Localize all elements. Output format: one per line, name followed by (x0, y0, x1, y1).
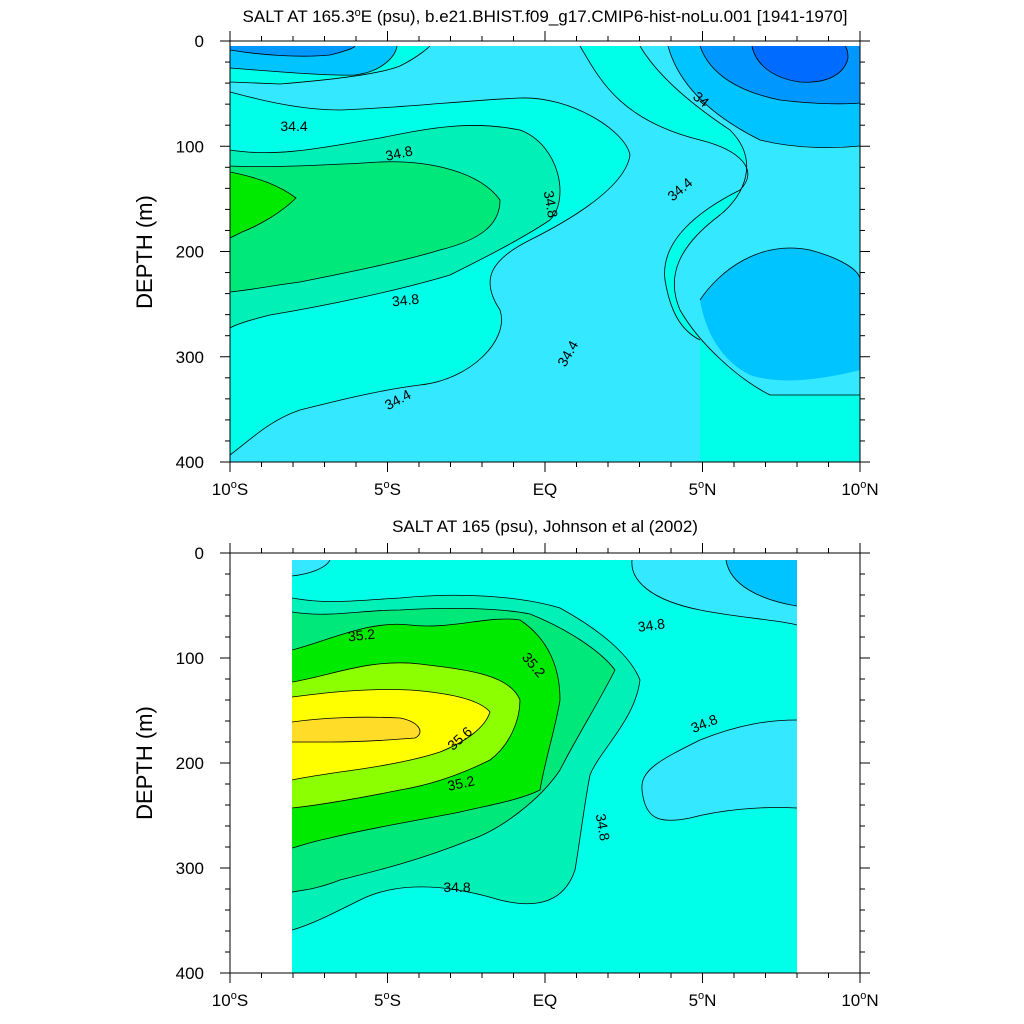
contour-line (292, 618, 561, 849)
y-tick-label: 400 (176, 964, 204, 983)
x-tick-label: 5oN (689, 990, 717, 1010)
y-tick-label: 200 (176, 754, 204, 773)
panel-2-contour-lines (292, 560, 797, 931)
contour-line (292, 716, 421, 743)
y-tick-label: 300 (176, 348, 204, 367)
contour-line (751, 46, 849, 83)
y-tick-label: 400 (176, 453, 204, 472)
y-tick-label: 0 (195, 32, 204, 51)
y-tick-label: 200 (176, 243, 204, 262)
x-tick-label: 5oS (374, 990, 401, 1010)
x-tick-label: 10oN (841, 479, 878, 499)
x-tick-label: 10oS (212, 990, 248, 1010)
x-tick-label: 5oS (374, 479, 401, 499)
contour-label: 34.8 (541, 189, 562, 219)
contour-line (230, 46, 431, 85)
x-tick-label: EQ (533, 991, 558, 1010)
contour-line (292, 560, 331, 577)
contour-label: 34.8 (443, 879, 470, 895)
panel-model: SALT AT 165.3oE (psu), b.e21.BHIST.f09_g… (132, 7, 879, 499)
contour-line (292, 662, 521, 809)
contour-line (699, 247, 860, 301)
fill-band (726, 560, 797, 606)
fill-band (292, 560, 330, 576)
x-tick-label: 10oN (841, 990, 878, 1010)
y-tick-label: 100 (176, 137, 204, 156)
fill-band (230, 172, 296, 238)
contour-line (639, 46, 860, 396)
panel-2-axes: 0 100 200 300 400 10oS 5oS EQ 5oN 10oN (176, 543, 879, 1010)
fill-band (230, 46, 355, 57)
contour-line (725, 560, 797, 607)
panel-1-title: SALT AT 165.3oE (psu), b.e21.BHIST.f09_g… (243, 7, 848, 26)
fill-band (700, 248, 860, 381)
contour-line (579, 46, 749, 341)
y-tick-label: 100 (176, 649, 204, 668)
contour-line (667, 46, 860, 149)
contour-line (230, 125, 561, 329)
contour-line (230, 46, 356, 57)
panel-2-contour-fill: 35.2 35.2 34.8 35.6 34.8 35.2 34.8 34.8 (292, 560, 797, 973)
fill-band (292, 717, 420, 742)
contour-line (641, 719, 797, 791)
panel-1-y-axis-title: DEPTH (m) (132, 195, 157, 309)
panel-observed: SALT AT 165 (psu), Johnson et al (2002) (132, 517, 879, 1010)
contour-line (230, 91, 631, 456)
contour-line (641, 789, 797, 821)
contour-line (230, 171, 297, 239)
y-tick-label: 300 (176, 859, 204, 878)
contour-line (292, 607, 616, 893)
fill-band (752, 46, 848, 83)
contour-line (292, 594, 641, 931)
contour-line (292, 689, 491, 781)
x-tick-label: 10oS (212, 479, 248, 499)
panel-1-contour-lines (230, 46, 860, 456)
contour-line (230, 46, 398, 76)
fill-band (641, 720, 797, 821)
contour-line (631, 560, 797, 626)
x-tick-label: 5oN (689, 479, 717, 499)
panel-2-y-axis-title: DEPTH (m) (132, 706, 157, 820)
contour-label: 34.8 (384, 142, 414, 163)
contour-label: 34.8 (637, 615, 666, 635)
fill-band (230, 161, 500, 292)
contour-label: 34.8 (391, 291, 420, 310)
contour-line (230, 161, 501, 293)
contour-label: 34.8 (593, 812, 614, 842)
x-tick-label: EQ (533, 480, 558, 499)
y-tick-label: 0 (195, 544, 204, 563)
contour-label: 35.2 (347, 626, 376, 645)
contour-label: 34.4 (280, 118, 307, 134)
panel-1-axes: 0 100 200 300 400 10oS 5oS EQ 5oN 10oN (176, 31, 879, 499)
contour-line (699, 46, 860, 105)
panel-2-title: SALT AT 165 (psu), Johnson et al (2002) (392, 517, 698, 536)
panel-1-contour-fill: 34.4 34.8 34.8 34 34.4 34.8 34.4 34.4 (230, 46, 860, 462)
contour-label: 35.2 (446, 772, 476, 793)
